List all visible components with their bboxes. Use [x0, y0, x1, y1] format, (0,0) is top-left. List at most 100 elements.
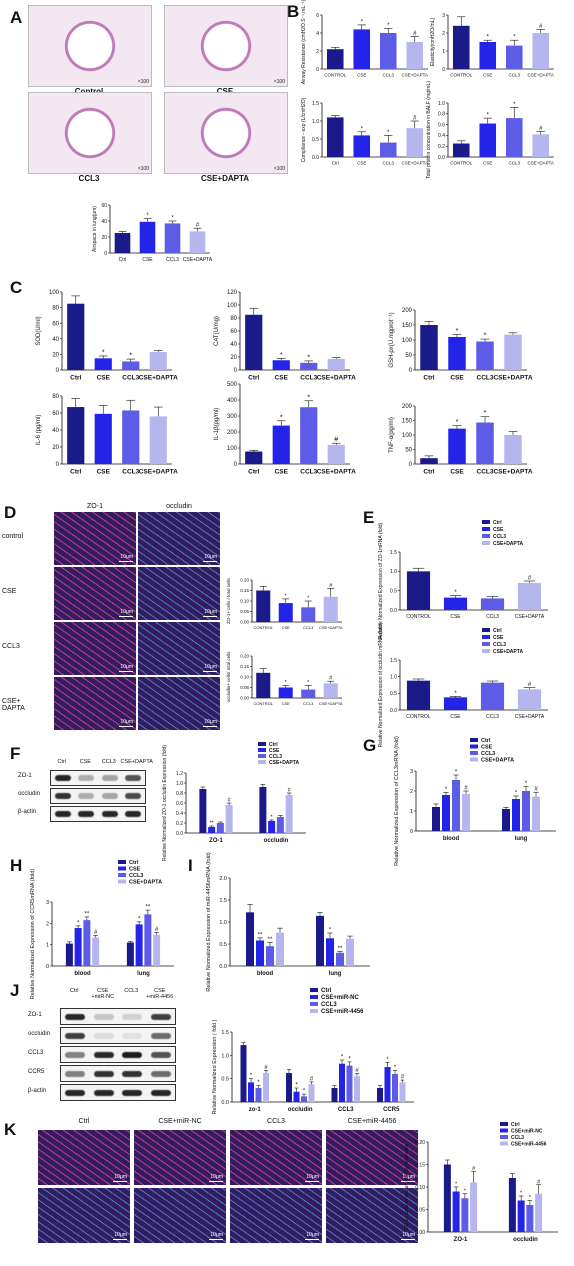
protein-band: [65, 1051, 86, 1058]
panel-c6-sig-mark: *: [484, 410, 487, 417]
panel-c3-tick-label: 100: [402, 338, 413, 344]
panel-c3-bar: [504, 334, 522, 370]
panel-f-lane-label: CSE: [79, 759, 91, 765]
panel-a-bar: [139, 221, 156, 253]
protein-band: [125, 811, 142, 817]
panel-b4-bar: [452, 143, 470, 157]
panel-c1-tick-label: 80: [52, 306, 59, 312]
panel-b4-bar: [505, 118, 523, 157]
panel-j-row-label: ZO-1: [28, 1011, 42, 1018]
panel-e1-tick-label: 1.0: [390, 569, 397, 575]
panel-g-legend-swatch: [470, 738, 478, 742]
panel-k-ylabel: ZO-1+ cells or occludin cells/ total cel…: [404, 1143, 410, 1230]
panel-b3-tick-label: 1.5: [312, 101, 319, 107]
panel-c2-tick-label: 100: [227, 303, 238, 309]
panel-j-bar: [399, 1082, 406, 1102]
panel-i-bar: [256, 940, 264, 966]
panel-k-column-label: CSE+miR-4456: [347, 1118, 397, 1125]
panel-f-bar: [285, 795, 293, 833]
panel-letter-f: F: [10, 744, 21, 763]
panel-c4-bar: [149, 416, 167, 464]
panel-k-sig-mark: *: [464, 1188, 467, 1194]
panel-g-tick-label: 0: [410, 829, 413, 835]
panel-e2-x-label: CSE: [450, 714, 461, 720]
panel-g-bar: [532, 796, 540, 831]
panel-g-legend-label: CSE+DAPTA: [481, 758, 514, 764]
panel-j-legend-swatch: [310, 995, 318, 999]
panel-b4-x-label: CONTROL: [450, 161, 472, 166]
panel-g-legend-swatch: [470, 744, 478, 749]
panel-c1-tick-label: 20: [52, 353, 59, 359]
panel-i-sig-mark: **: [338, 946, 343, 952]
panel-b4-chart: 0.0 0.2 0.4 0.6 0.8 1.0 Total protein concentr…: [426, 81, 554, 179]
panel-k-bar: [461, 1198, 469, 1232]
panel-j-x-label: CCL3: [338, 1107, 354, 1113]
panel-e2-legend-label: CSE+DAPTA: [493, 649, 523, 655]
panel-c1-ylabel: SOD(U/ml): [36, 316, 42, 345]
panel-d1-tick-label: 0.20: [240, 578, 249, 583]
panel-b2-bar: [479, 42, 497, 69]
histology-image: ×100: [28, 92, 152, 174]
panel-i-bar: [336, 952, 344, 966]
panel-j-lane-label: CSE +miR-4456: [146, 988, 174, 1000]
panel-d-column-label: occludin: [166, 503, 192, 510]
panel-i-tick-label: 0.0: [219, 964, 227, 970]
panel-c3-tick-label: 0: [409, 368, 413, 374]
panel-b1-tick-label: 2: [316, 49, 319, 55]
panel-c5-x-label: CSE: [275, 469, 289, 476]
panel-letter-d: D: [4, 503, 17, 522]
panel-d1-sig-mark: *: [307, 596, 310, 602]
panel-j-sig-mark: *: [250, 1073, 253, 1079]
panel-e1-x-label: CONTROL: [406, 614, 431, 620]
panel-k-tick-label: 0.00: [415, 1230, 425, 1236]
panel-b2-bar: [532, 33, 550, 69]
panel-letter-c: C: [10, 278, 23, 297]
panel-j-bar: [377, 1088, 383, 1102]
panel-f-blot-strip: [50, 806, 146, 822]
panel-d2-x-label: CSE+DAPTA: [319, 701, 343, 706]
panel-e1-sig-mark: #: [528, 576, 532, 582]
panel-a-bar: [114, 233, 131, 253]
panel-h-bar: [153, 935, 161, 966]
histology-label: CSE+DAPTA: [200, 174, 250, 183]
panel-b3-sig-mark: #: [413, 116, 417, 122]
panel-d-fluorescence-image: 10μm: [138, 567, 220, 620]
panel-b2-tick-label: 3: [442, 13, 445, 19]
protein-band: [54, 811, 71, 817]
panel-i-sig-mark: **: [268, 937, 273, 943]
panel-k-column-label: Ctrl: [78, 1118, 90, 1125]
panel-c4-x-label: CSE: [97, 469, 111, 476]
panel-f-tick-label: 0.4: [176, 811, 183, 817]
panel-c5-bar: [272, 425, 290, 464]
panel-b3-bar: [353, 135, 371, 157]
panel-g-sig-mark: #: [464, 786, 468, 792]
panel-j-bar: [286, 1073, 292, 1102]
panel-c3-bar: [420, 325, 438, 370]
panel-f-legend-label: CCL3: [269, 754, 282, 760]
panel-j-legend-swatch: [310, 1002, 318, 1006]
panel-g-x-label: lung: [515, 836, 528, 842]
panel-f-lane-label: CSE+DAPTA: [120, 759, 153, 765]
panel-d1-tick-label: 0.15: [240, 588, 249, 593]
panel-c5-tick-label: 100: [227, 446, 238, 452]
panel-c3-x-label: CSE+DAPTA: [493, 375, 532, 382]
magnification-label: ×100: [273, 79, 285, 85]
panel-k-legend-label: CSE+miR-NC: [511, 1129, 543, 1135]
panel-e2-legend-label: Ctrl: [493, 628, 502, 634]
panel-b4-sig-mark: *: [487, 113, 490, 119]
panel-b3-tick-label: 1.0: [312, 119, 319, 125]
panel-d1-tick-label: 0.05: [240, 609, 249, 614]
magnification-label: ×100: [273, 166, 285, 172]
panel-e1-legend-label: CSE+DAPTA: [493, 541, 523, 547]
panel-d2-tick-label: 0.00: [240, 696, 249, 701]
panel-j-tick-label: 0.0: [221, 1100, 229, 1106]
panel-b4-bar: [532, 134, 550, 157]
panel-c5-bar: [245, 451, 263, 464]
protein-band: [78, 793, 95, 799]
protein-band: [93, 1089, 114, 1096]
panel-a-sig-mark: *: [146, 213, 149, 219]
panel-k-legend-swatch: [500, 1122, 508, 1126]
panel-g-sig-mark: *: [445, 787, 448, 793]
